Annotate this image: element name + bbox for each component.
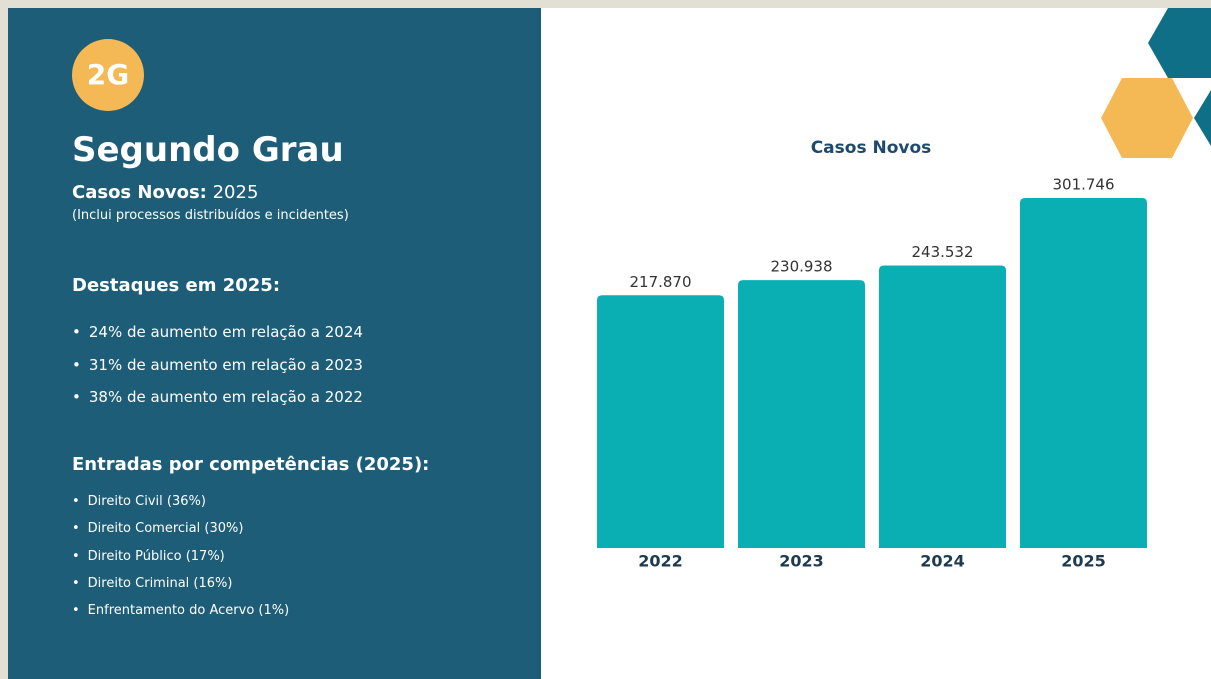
note: (Inclui processos distribuídos e inciden… [72,208,349,223]
x-tick-label: 2025 [1061,552,1106,571]
hexagon [1101,78,1193,158]
x-tick-label: 2022 [638,552,683,571]
subtitle-year: 2025 [213,182,259,203]
list-text: 24% de aumento em relação a 2024 [89,323,363,341]
x-tick-label: 2024 [920,552,965,571]
list-text: 31% de aumento em relação a 2023 [89,356,363,374]
list-item: Direito Criminal (16%) [72,570,289,597]
list-text: 38% de aumento em relação a 2022 [89,388,363,406]
entries-title: Entradas por competências (2025): [72,454,429,475]
bar [738,280,865,548]
list-item: Direito Público (17%) [72,543,289,570]
hexagon [1194,90,1211,146]
list-text: Direito Criminal (16%) [88,576,233,591]
side-panel: 2G Segundo Grau Casos Novos: 2025 (Inclu… [8,8,541,679]
highlights: 24% de aumento em relação a 2024 31% de a… [72,316,363,414]
slide: Casos Novos 217.870 2022 230.938 2023 243.53… [8,8,1211,679]
bar [879,266,1006,548]
value-label: 230.938 [770,258,832,276]
list-item: Enfrentamento do Acervo (1%) [72,597,289,624]
highlights-title: Destaques em 2025: [72,275,280,296]
x-tick-label: 2023 [779,552,824,571]
list-text: Direito Civil (36%) [88,494,206,509]
list-text: Direito Comercial (30%) [88,521,244,536]
list-item: 38% de aumento em relação a 2022 [72,381,363,414]
list-item: 24% de aumento em relação a 2024 [72,316,363,349]
list-text: Direito Público (17%) [88,549,225,564]
list-item: 31% de aumento em relação a 2023 [72,349,363,382]
badge: 2G [72,39,144,111]
bar [1020,198,1147,548]
value-label: 243.532 [911,243,973,261]
subtitle-label: Casos Novos: [72,182,207,203]
value-label: 217.870 [629,273,691,291]
hexagon [1148,8,1211,78]
subtitle: Casos Novos: 2025 [72,182,258,203]
list-text: Enfrentamento do Acervo (1%) [88,603,290,618]
entries: Direito Civil (36%) Direito Comercial (30… [72,488,289,624]
list-item: Direito Comercial (30%) [72,515,289,542]
value-label: 301.746 [1052,176,1114,194]
chart-title: Casos Novos [811,138,932,158]
title: Segundo Grau [72,130,344,170]
bar [597,295,724,548]
page: Casos Novos 217.870 2022 230.938 2023 243.53… [0,0,1211,679]
list-item: Direito Civil (36%) [72,488,289,515]
